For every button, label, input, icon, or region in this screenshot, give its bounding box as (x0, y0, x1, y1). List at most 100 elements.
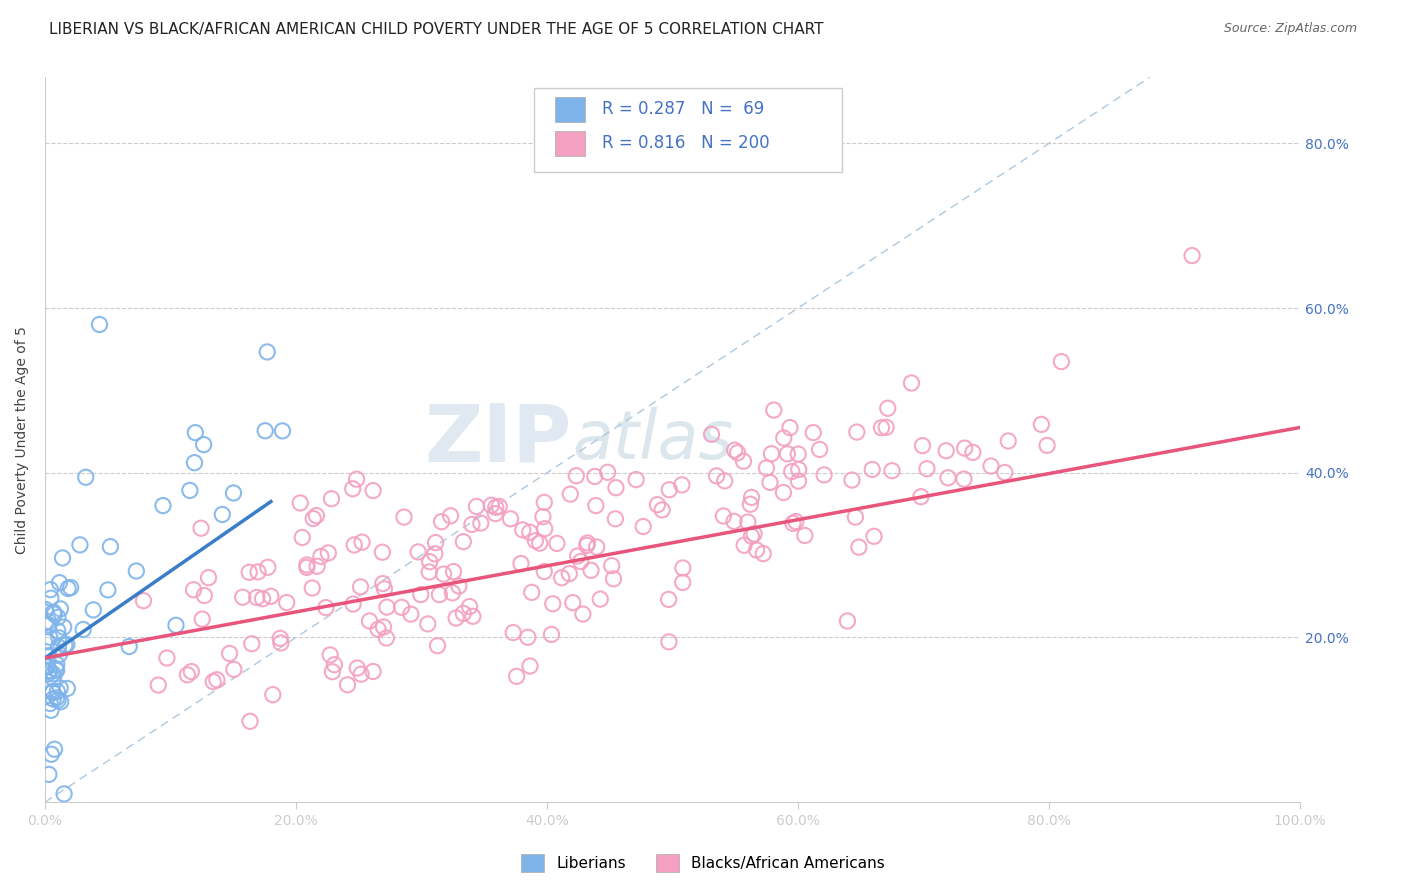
Point (740, 529, 762, 543)
Point (900, 376, 922, 390)
Point (125, 564, 148, 578)
Point (48, 575, 70, 590)
Point (34, 602, 56, 616)
Point (336, 678, 359, 692)
Point (713, 508, 735, 523)
Point (35, 658, 58, 673)
Point (321, 491, 343, 506)
Point (202, 674, 225, 689)
Point (301, 581, 323, 595)
Point (605, 481, 627, 495)
Point (46, 684, 69, 698)
Point (391, 600, 413, 615)
Point (453, 534, 475, 549)
Point (35, 660, 58, 674)
Point (785, 515, 807, 529)
Point (252, 591, 274, 606)
Point (761, 447, 783, 461)
Point (429, 588, 451, 602)
Point (837, 614, 859, 628)
Point (309, 549, 332, 564)
Point (193, 589, 215, 603)
Text: atlas: atlas (572, 407, 734, 473)
Point (38, 664, 60, 678)
Point (782, 516, 804, 531)
Point (276, 596, 298, 610)
Text: ZIP: ZIP (425, 401, 572, 479)
Point (870, 421, 893, 435)
Point (740, 497, 762, 511)
Point (346, 661, 368, 675)
Point (69, 538, 91, 552)
Point (302, 511, 325, 525)
Point (733, 454, 755, 468)
Point (41, 684, 63, 698)
Point (658, 635, 681, 649)
Point (307, 559, 329, 574)
Point (605, 512, 627, 526)
Point (418, 565, 440, 579)
Point (713, 474, 735, 488)
Point (416, 616, 439, 631)
Point (780, 465, 803, 479)
Point (1036, 438, 1059, 452)
Point (953, 441, 976, 455)
Point (53, 787, 76, 801)
Point (38, 618, 60, 632)
Point (579, 563, 602, 577)
Point (915, 461, 938, 475)
Point (52, 620, 75, 634)
Point (533, 565, 555, 579)
Point (49, 681, 72, 695)
Point (994, 466, 1017, 480)
Point (260, 589, 283, 603)
Point (37, 635, 59, 649)
Point (540, 627, 562, 641)
Point (53, 638, 76, 652)
Point (290, 496, 312, 510)
Point (533, 522, 555, 536)
Point (432, 567, 454, 582)
Point (38, 664, 60, 678)
Point (239, 714, 262, 729)
Point (863, 529, 886, 543)
Point (742, 527, 765, 541)
Point (205, 673, 228, 687)
Point (44, 607, 66, 622)
Point (860, 462, 883, 476)
Point (700, 427, 723, 442)
Point (269, 632, 291, 646)
Point (813, 467, 835, 482)
Point (346, 472, 368, 486)
Point (875, 420, 897, 434)
Point (49, 695, 72, 709)
Point (745, 543, 768, 558)
Point (510, 557, 533, 571)
Point (567, 549, 589, 563)
Point (100, 540, 122, 554)
Point (441, 586, 464, 600)
Point (59, 581, 82, 595)
Point (596, 465, 619, 479)
Point (39, 697, 62, 711)
Point (560, 487, 582, 501)
Point (148, 678, 170, 692)
Point (516, 630, 538, 644)
Point (845, 425, 868, 439)
Point (519, 659, 541, 673)
Point (461, 517, 484, 532)
Point (801, 425, 824, 440)
Point (724, 443, 747, 458)
Point (190, 521, 212, 535)
Point (512, 523, 534, 537)
Point (350, 667, 373, 681)
Point (762, 403, 785, 417)
Point (759, 475, 782, 490)
Point (423, 547, 446, 561)
Point (551, 571, 574, 585)
Point (46, 624, 69, 638)
Point (529, 536, 551, 550)
Point (787, 447, 810, 461)
Point (706, 469, 728, 483)
Point (470, 516, 492, 530)
